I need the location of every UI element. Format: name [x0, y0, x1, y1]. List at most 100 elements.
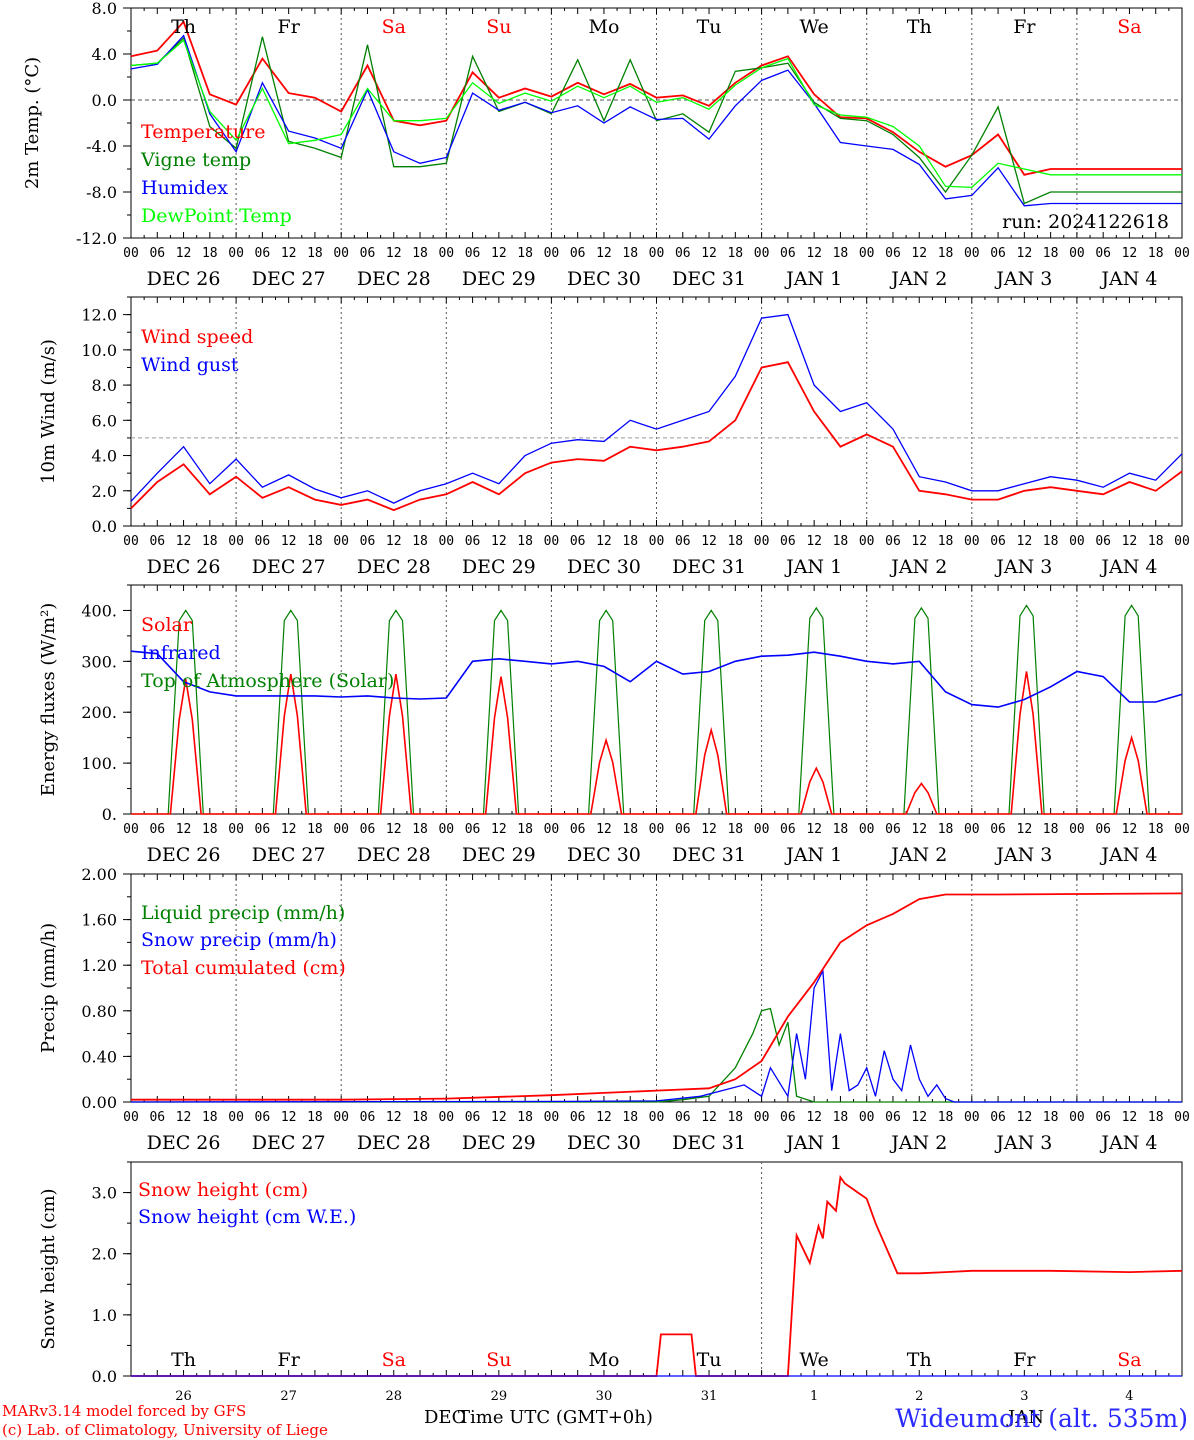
- y-tick-label: 2.0: [92, 482, 117, 501]
- date-label: DEC 28: [357, 1132, 431, 1154]
- hour-label: 06: [675, 246, 691, 261]
- hour-label: 06: [885, 534, 901, 549]
- day-number-label: 31: [701, 1389, 718, 1404]
- hour-label: 18: [517, 822, 533, 837]
- hour-label: 06: [149, 822, 165, 837]
- hour-label: 00: [228, 246, 244, 261]
- date-label: DEC 26: [147, 1132, 221, 1154]
- hour-label: 12: [911, 1110, 927, 1125]
- y-tick-label: 0.40: [81, 1047, 117, 1066]
- date-label: DEC 31: [672, 844, 746, 866]
- y-tick-label: 2.00: [81, 865, 117, 884]
- hour-label: 00: [544, 246, 560, 261]
- date-label: DEC 28: [357, 268, 431, 290]
- hour-label: 00: [544, 1110, 560, 1125]
- hour-label: 12: [701, 822, 717, 837]
- hour-label: 06: [360, 822, 376, 837]
- hour-label: 12: [1122, 1110, 1138, 1125]
- date-label: DEC 26: [147, 556, 221, 578]
- y-tick-label: 2.0: [92, 1245, 117, 1264]
- hour-label: 06: [1095, 534, 1111, 549]
- hour-label: 12: [176, 534, 192, 549]
- y-tick-label: -4.0: [86, 137, 117, 156]
- y-tick-label: 300.: [81, 652, 117, 671]
- y-tick-label: 200.: [81, 703, 117, 722]
- hour-label: 18: [307, 1110, 323, 1125]
- date-label: JAN 2: [889, 844, 947, 866]
- hour-label: 00: [1069, 1110, 1085, 1125]
- day-number-label: 4: [1125, 1389, 1133, 1404]
- hour-label: 18: [833, 1110, 849, 1125]
- hour-label: 00: [333, 822, 349, 837]
- day-number-label: 29: [491, 1389, 508, 1404]
- hour-label: 18: [517, 1110, 533, 1125]
- x-axis-title: Time UTC (GMT+0h): [458, 1407, 653, 1428]
- panel-3: 400. 300. 200. 100. 0. Energy fluxes (W/m²) 00…: [38, 584, 1190, 866]
- series-group: [131, 1174, 1183, 1377]
- legend-entry: Snow height (cm W.E.): [138, 1206, 356, 1228]
- hour-label: 12: [176, 1110, 192, 1125]
- y-tick-label: 1.0: [92, 1306, 117, 1325]
- date-label: DEC 27: [252, 1132, 326, 1154]
- hour-label: 00: [859, 822, 875, 837]
- y-tick-label: 1.20: [81, 956, 117, 975]
- hour-label: 18: [938, 246, 954, 261]
- day-number-label: 3: [1020, 1389, 1028, 1404]
- hour-label: 18: [1148, 822, 1164, 837]
- date-label: JAN 3: [994, 844, 1052, 866]
- hour-label: 00: [964, 246, 980, 261]
- hour-label: 18: [412, 534, 428, 549]
- hour-label: 06: [149, 534, 165, 549]
- panel-2: 12.0 10.0 8.0 6.0 4.0 2.0 0.0 10m Wind (m/s) 00 0…: [38, 296, 1190, 578]
- date-label: JAN 2: [889, 1132, 947, 1154]
- hour-label: 06: [780, 1110, 796, 1125]
- hour-label: 00: [333, 246, 349, 261]
- hour-label: 18: [1148, 534, 1164, 549]
- hour-label: 06: [360, 1110, 376, 1125]
- date-label: JAN 4: [1099, 844, 1157, 866]
- hour-label: 12: [281, 246, 297, 261]
- hour-label: 18: [412, 246, 428, 261]
- hour-label: 00: [228, 1110, 244, 1125]
- date-label: DEC 28: [357, 844, 431, 866]
- hour-label: 06: [465, 822, 481, 837]
- hour-label: 12: [701, 246, 717, 261]
- legend-entry: DewPoint Temp: [141, 205, 292, 227]
- hour-label: 06: [149, 1110, 165, 1125]
- hour-label: 06: [1095, 1110, 1111, 1125]
- hour-label: 00: [123, 1110, 139, 1125]
- day-number-label: 30: [596, 1389, 613, 1404]
- date-label: JAN 2: [889, 556, 947, 578]
- hour-label: 18: [412, 1110, 428, 1125]
- hour-label: 18: [1043, 534, 1059, 549]
- hour-label: 18: [622, 822, 638, 837]
- series-group: [130, 20, 1182, 207]
- series-group: [130, 892, 1183, 1103]
- hour-label: 12: [176, 246, 192, 261]
- hour-label: 06: [675, 822, 691, 837]
- date-label: DEC 27: [252, 268, 326, 290]
- hour-label: 12: [281, 822, 297, 837]
- hour-label: 12: [596, 534, 612, 549]
- hour-label: 06: [675, 534, 691, 549]
- hour-label: 00: [123, 534, 139, 549]
- hour-label: 18: [938, 1110, 954, 1125]
- legend-entry: Top of Atmosphere (Solar): [141, 670, 394, 692]
- hour-label: 18: [307, 534, 323, 549]
- hour-label: 18: [938, 822, 954, 837]
- hour-label: 00: [754, 1110, 770, 1125]
- hour-label: 06: [465, 1110, 481, 1125]
- series-line-2: [130, 34, 1182, 207]
- date-label: DEC 30: [567, 1132, 641, 1154]
- hour-label: 00: [649, 534, 665, 549]
- hour-label: 12: [1017, 822, 1033, 837]
- hour-label: 18: [727, 1110, 743, 1125]
- series-line-0: [131, 1007, 1182, 1103]
- hour-label: 18: [622, 1110, 638, 1125]
- date-label: DEC 29: [462, 556, 536, 578]
- day-name-label: Th: [171, 1349, 196, 1371]
- hour-label: 18: [622, 246, 638, 261]
- day-name-label: Th: [907, 16, 932, 38]
- hour-label: 18: [202, 246, 218, 261]
- date-label: DEC 29: [462, 1132, 536, 1154]
